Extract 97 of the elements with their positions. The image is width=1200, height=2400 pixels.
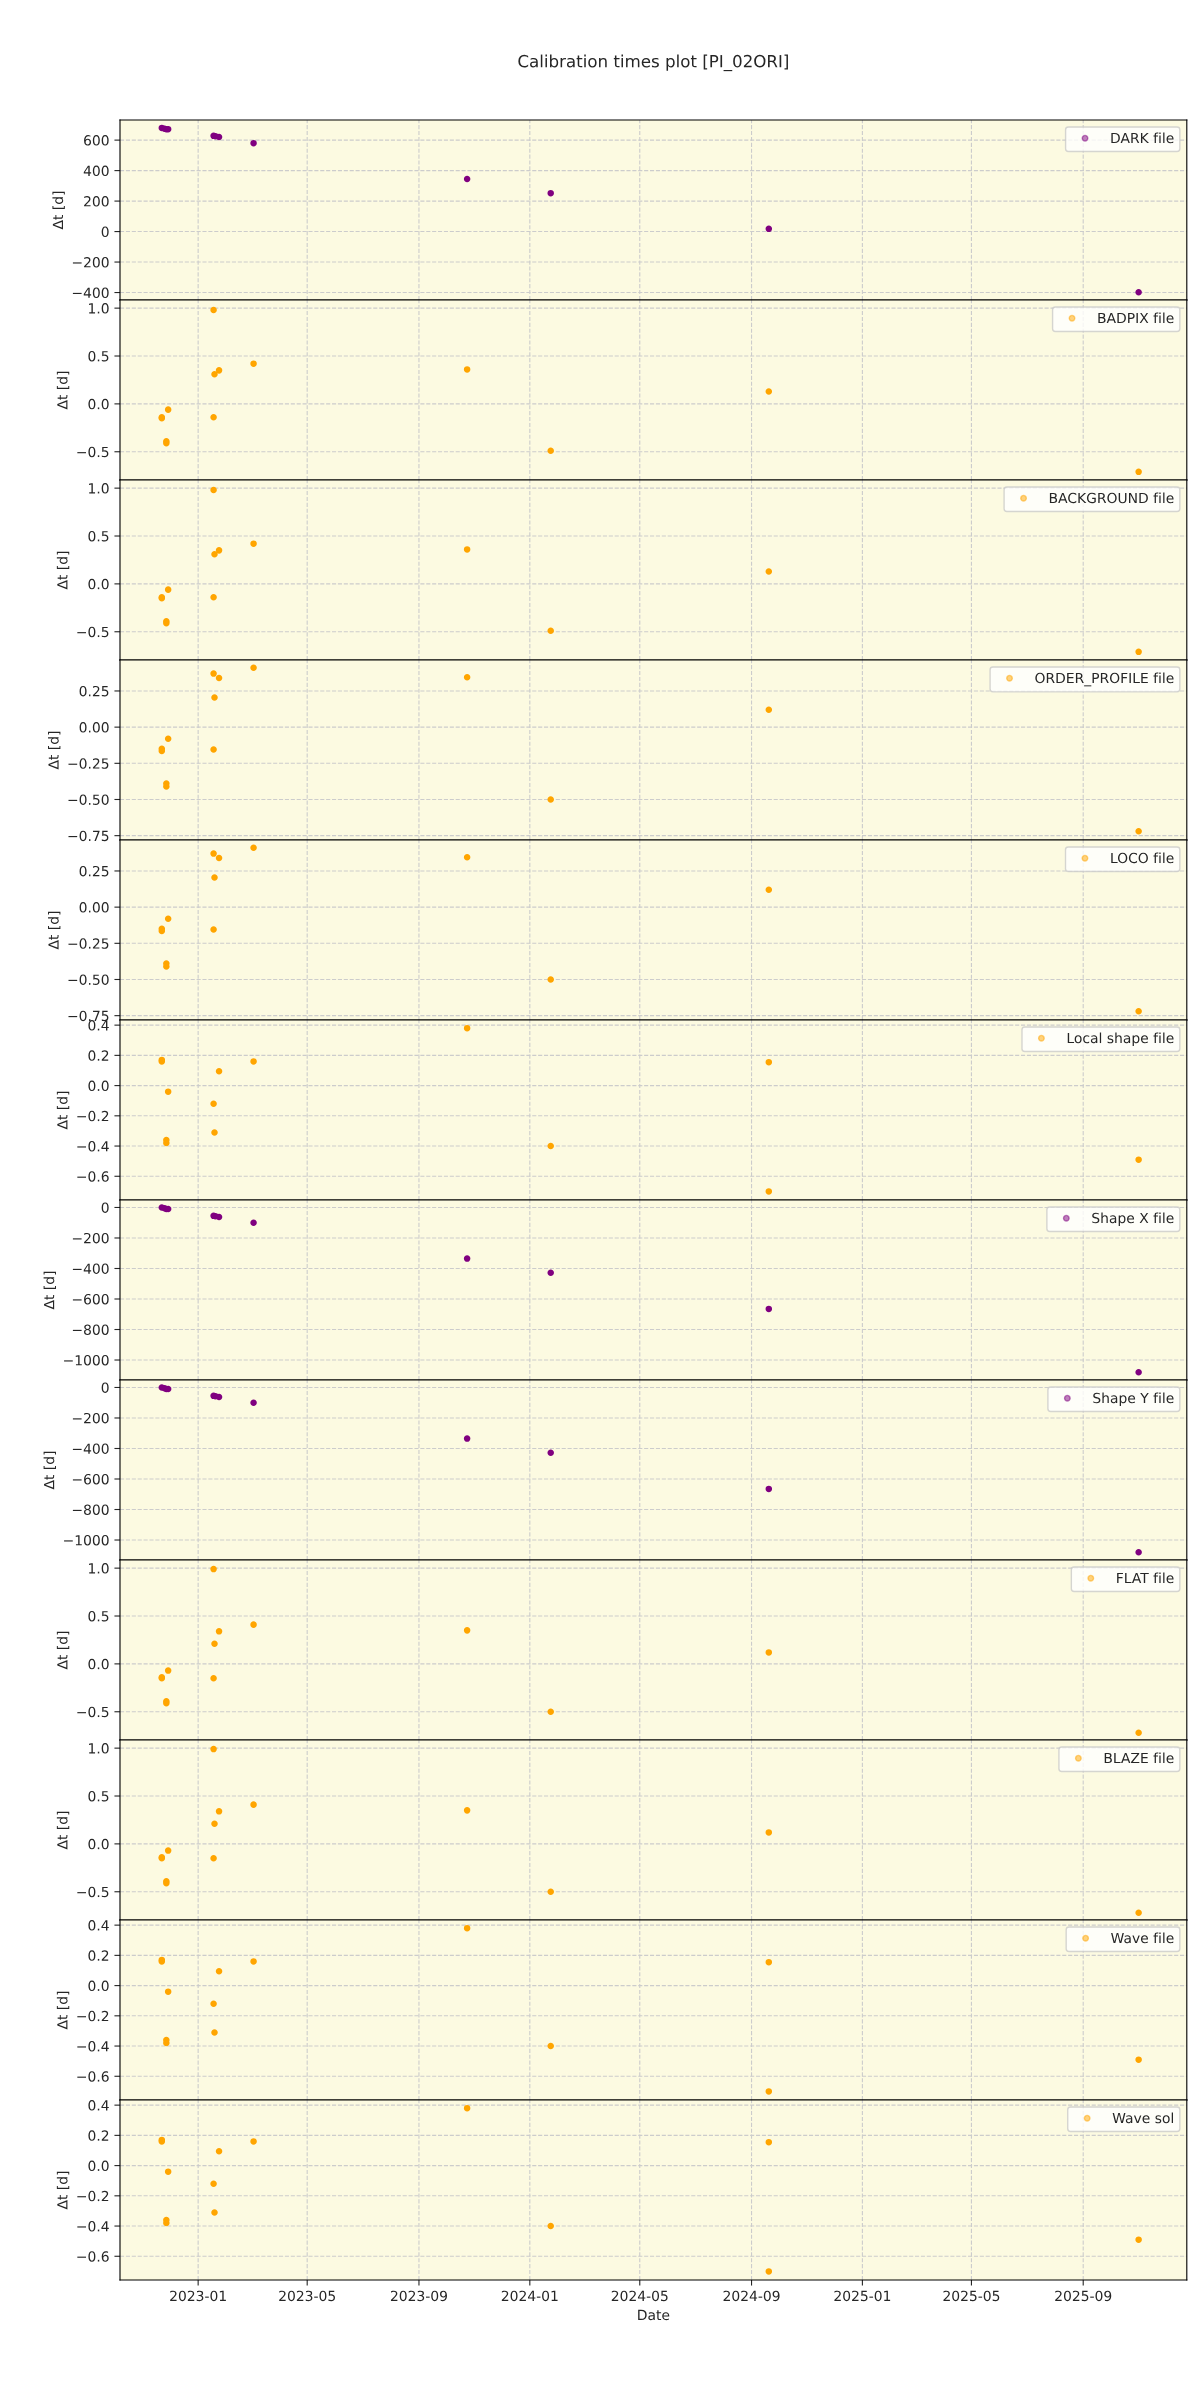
y-tick-label: −800 (72, 1324, 109, 1335)
y-tick-label: 0.0 (88, 1658, 109, 1670)
legend-label: ORDER_PROFILE file (1035, 672, 1174, 687)
y-tick-label: −0.75 (68, 830, 109, 842)
y-tick-label: −0.2 (77, 2010, 109, 2022)
legend-label: Wave sol (1112, 2112, 1173, 2124)
y-axis-title: Δt [d] (48, 911, 61, 950)
x-tick-label: 2025-05 (943, 2290, 1000, 2302)
legend-label: Shape X file (1092, 1212, 1174, 1226)
legend-label: LOCO file (1111, 852, 1174, 864)
y-tick-label: −600 (72, 1293, 109, 1305)
legend-label: Local shape file (1067, 1032, 1174, 1046)
x-tick-label: 2023-09 (390, 2290, 447, 2302)
y-tick-label: −0.5 (77, 1886, 109, 1898)
y-axis-title: Δt [d] (56, 2171, 70, 2210)
y-tick-label: −0.2 (77, 2190, 109, 2202)
y-tick-label: −800 (72, 1504, 109, 1515)
x-tick-label: 2025-09 (1055, 2290, 1112, 2302)
y-tick-label: −0.5 (77, 1706, 109, 1718)
y-tick-label: −200 (72, 1232, 109, 1244)
y-tick-label: 0.2 (88, 1050, 109, 1061)
y-tick-label: −0.4 (77, 2221, 109, 2232)
y-tick-label: 1.0 (89, 483, 109, 494)
y-tick-label: 0.00 (79, 722, 109, 733)
y-tick-label: 0 (101, 226, 109, 238)
y-tick-label: 0.4 (88, 1020, 109, 1031)
y-tick-label: −200 (72, 1412, 109, 1424)
y-tick-label: −0.4 (77, 2041, 109, 2052)
chart-title: Calibration times plot [PI_02ORI] (518, 54, 788, 72)
y-tick-label: −0.50 (68, 974, 109, 985)
y-tick-label: 1.0 (89, 1563, 109, 1574)
legend-label: BLAZE file (1104, 1752, 1174, 1764)
y-tick-label: −400 (72, 287, 109, 299)
y-tick-label: −1000 (64, 1534, 109, 1546)
legend-label: BADPIX file (1098, 312, 1174, 324)
x-tick-label: 2024-09 (723, 2290, 780, 2302)
y-tick-label: −0.25 (68, 938, 109, 949)
y-tick-label: −400 (72, 1263, 109, 1274)
y-tick-label: 1.0 (89, 1743, 109, 1754)
y-tick-label: 0.0 (88, 1080, 109, 1092)
y-tick-label: 0.0 (88, 1838, 109, 1850)
legend-label: BACKGROUND file (1049, 492, 1174, 504)
y-axis-title: Δt [d] (56, 1811, 70, 1850)
y-tick-label: 0.5 (88, 350, 109, 362)
y-tick-label: 0.00 (79, 902, 109, 913)
y-tick-label: −400 (72, 1443, 109, 1454)
y-tick-label: 0.5 (88, 1610, 109, 1622)
y-tick-label: 200 (84, 196, 109, 207)
y-tick-label: −0.4 (77, 1141, 109, 1152)
y-tick-label: −1000 (64, 1354, 109, 1366)
legend-label: FLAT file (1117, 1572, 1174, 1584)
y-tick-label: 0 (101, 1382, 109, 1393)
x-tick-label: 2024-05 (611, 2290, 668, 2302)
y-tick-label: −0.6 (77, 2071, 109, 2082)
y-tick-label: −600 (72, 1473, 109, 1485)
y-tick-label: 400 (83, 165, 109, 177)
y-tick-label: 0.25 (79, 685, 109, 697)
y-tick-label: 0.0 (88, 2160, 109, 2172)
y-tick-label: −0.6 (77, 1171, 109, 1182)
y-tick-label: 0.25 (79, 865, 109, 877)
y-tick-label: 0.0 (88, 578, 109, 590)
y-tick-label: 600 (84, 135, 109, 146)
y-axis-title: Δt [d] (56, 371, 70, 410)
y-tick-label: 0.4 (88, 2100, 109, 2111)
y-axis-title: Δt [d] (43, 1451, 56, 1490)
y-axis-title: Δt [d] (56, 1991, 70, 2030)
y-tick-label: −0.75 (68, 1010, 109, 1022)
x-tick-label: 2023-01 (170, 2290, 226, 2302)
y-tick-label: −0.25 (68, 758, 109, 769)
x-tick-label: 2024-01 (501, 2290, 558, 2302)
x-tick-label: 2023-05 (279, 2290, 335, 2302)
y-tick-label: 0.5 (88, 1790, 109, 1802)
y-tick-label: 0.4 (88, 1920, 109, 1931)
y-axis-title: Δt [d] (52, 191, 65, 230)
y-tick-label: 0 (101, 1202, 109, 1213)
x-tick-label: 2025-01 (834, 2290, 891, 2302)
y-tick-label: −0.5 (77, 446, 109, 458)
y-tick-label: −0.2 (77, 1110, 109, 1122)
y-tick-label: 0.2 (88, 2130, 109, 2141)
y-tick-label: 0.0 (88, 1980, 109, 1992)
y-tick-label: 0.2 (88, 1950, 109, 1961)
legend-label: DARK file (1111, 132, 1174, 144)
y-axis-title: Δt [d] (48, 731, 61, 770)
y-tick-label: −0.5 (77, 626, 109, 638)
y-tick-label: −200 (72, 257, 109, 268)
y-axis-title: Δt [d] (56, 1091, 70, 1130)
legend-label: Wave file (1111, 1932, 1174, 1944)
y-axis-title: Δt [d] (56, 1631, 70, 1670)
y-tick-label: −0.50 (68, 794, 109, 805)
y-tick-label: −0.6 (77, 2251, 109, 2262)
legend-label: Shape Y file (1093, 1392, 1174, 1406)
y-tick-label: 1.0 (89, 303, 109, 314)
y-axis-title: Δt [d] (56, 551, 70, 590)
y-axis-title: Δt [d] (43, 1271, 56, 1310)
y-tick-label: 0.5 (88, 530, 109, 542)
y-tick-label: 0.0 (88, 398, 109, 410)
x-axis-title: Date (638, 2309, 670, 2321)
